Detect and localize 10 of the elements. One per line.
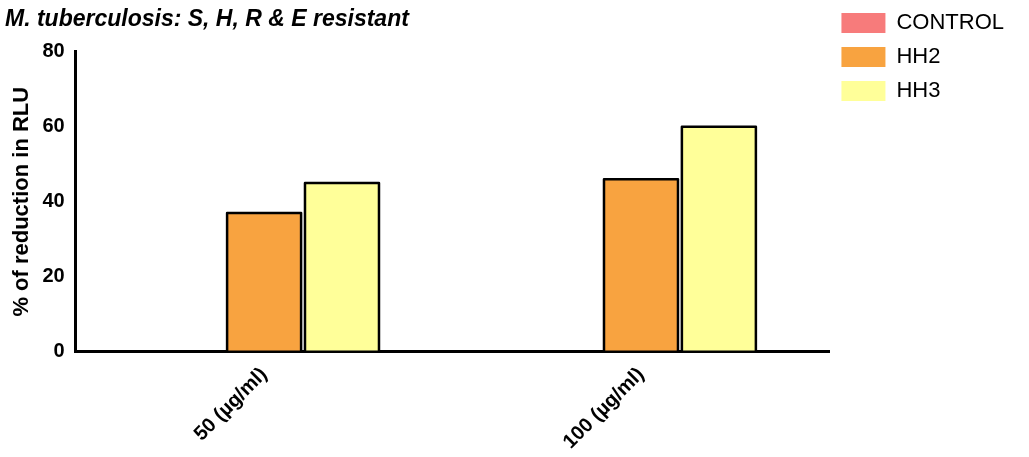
y-axis-title: % of reduction in RLU	[8, 86, 34, 317]
y-tick-label: 40	[42, 189, 65, 212]
legend-label: HH2	[896, 43, 941, 69]
legend-label: HH3	[896, 77, 941, 103]
legend-label: CONTROL	[896, 9, 1004, 35]
y-tick-label: 0	[53, 339, 65, 362]
y-tick-label: 20	[42, 264, 65, 287]
chart-title: M. tuberculosis: S, H, R & E resistant	[5, 5, 411, 32]
y-tick-label: 80	[42, 39, 65, 62]
y-tick-label: 60	[42, 114, 65, 137]
